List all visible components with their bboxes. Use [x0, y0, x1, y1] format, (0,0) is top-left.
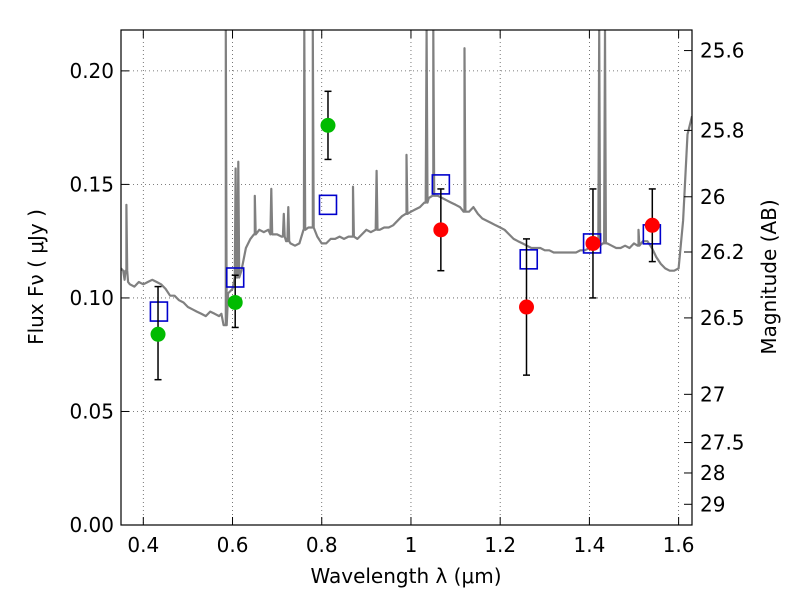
y-axis-label: Flux Fν ( μJy ): [24, 209, 48, 345]
observed-optical-point: [150, 326, 166, 342]
y-tick-label: 0.05: [69, 399, 114, 423]
model-photometry-marker: [519, 249, 539, 270]
x-tick-label: 1.4: [573, 533, 605, 557]
x-tick-label: 0.8: [306, 533, 338, 557]
observed-optical-point: [227, 294, 243, 310]
x-tick-label: 1: [405, 533, 418, 557]
plot-background: [121, 30, 692, 525]
x-tick-label: 0.6: [217, 533, 249, 557]
observed-optical-point: [320, 117, 336, 133]
tick-labels: 0.4 0.6 0.8 1 1.2 1.4 1.6 0.00 0.05 0.10 0.15 0.20 2…: [69, 39, 744, 557]
model-photometry-marker: [149, 301, 169, 322]
mag-tick-label: 28: [700, 461, 725, 485]
y-right-axis-label: Magnitude (AB): [757, 199, 781, 354]
y-tick-label: 0.00: [69, 513, 114, 537]
model-photometry-marker: [318, 194, 338, 216]
model-photometry-marker: [582, 233, 602, 254]
observed-nir-point: [644, 217, 660, 233]
model-spectrum-line: [121, 30, 692, 327]
y-tick-label: 0.10: [69, 286, 114, 310]
mag-tick-label: 26: [700, 185, 725, 209]
mag-tick-label: 25.6: [700, 39, 745, 63]
observed-nir-point: [518, 299, 534, 315]
y-tick-label: 0.15: [69, 172, 114, 196]
grid-lines: [121, 30, 692, 526]
y-tick-label: 0.20: [69, 59, 114, 83]
observed-nir-point: [585, 235, 601, 251]
mag-tick-label: 27: [700, 382, 725, 406]
x-axis-label: Wavelength λ (μm): [310, 564, 501, 588]
mag-tick-label: 27.5: [700, 431, 745, 455]
mag-tick-label: 26.5: [700, 306, 745, 330]
x-tick-label: 0.4: [127, 533, 159, 557]
points-layer: [149, 90, 662, 381]
plot-frame: [120, 29, 693, 526]
spectrum-layer: [121, 30, 692, 327]
x-tick-label: 1.6: [663, 533, 695, 557]
observed-nir-point: [433, 222, 449, 238]
axis-ticks: [121, 30, 692, 526]
x-tick-label: 1.2: [484, 533, 516, 557]
mag-tick-label: 26.2: [700, 240, 745, 264]
mag-tick-label: 29: [700, 492, 725, 516]
mag-tick-label: 25.8: [700, 118, 745, 142]
